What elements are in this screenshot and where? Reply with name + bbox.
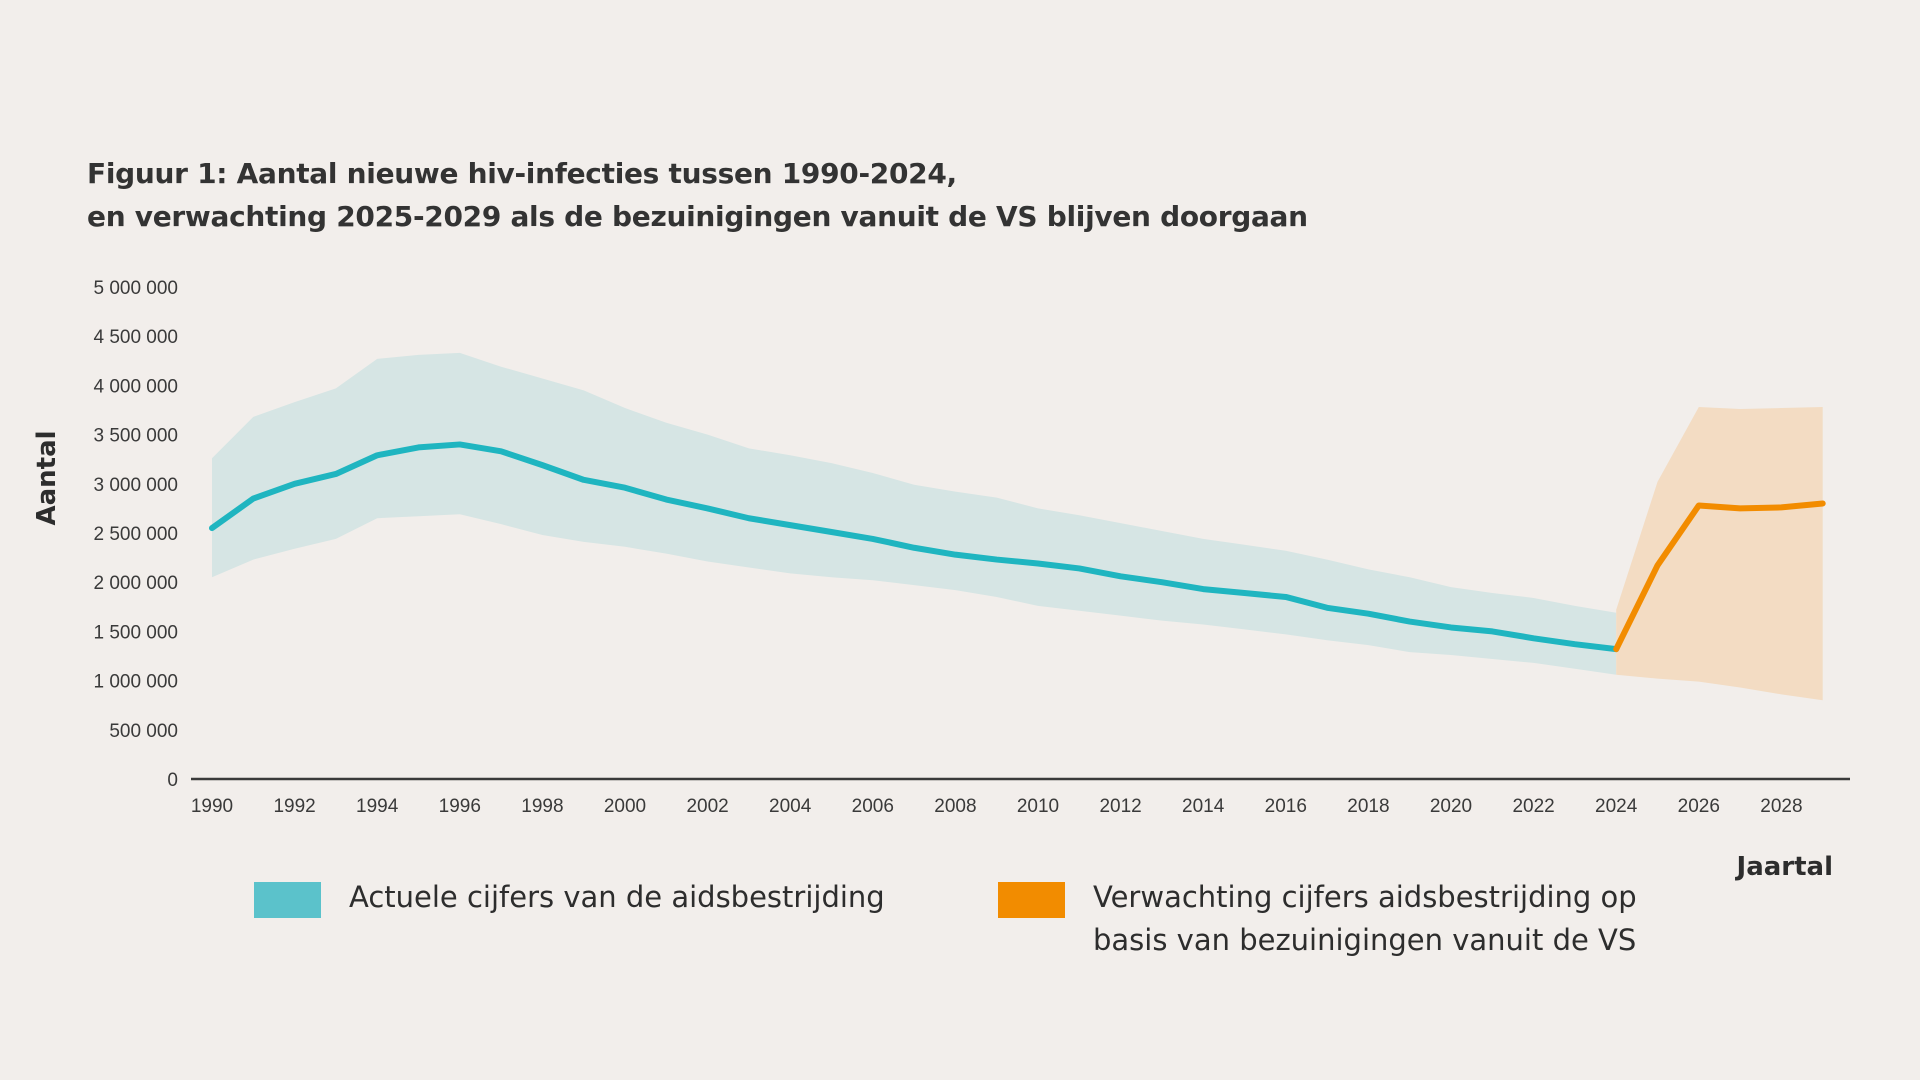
x-tick-label: 2024 [1595,796,1638,817]
x-tick-label: 2006 [852,796,894,817]
legend-swatch-teal [254,882,321,918]
x-tick-label: 2014 [1182,796,1225,817]
chart-title-line-1: Figuur 1: Aantal nieuwe hiv-infecties tu… [87,157,957,190]
x-tick-label: 2012 [1099,796,1141,817]
y-tick-label: 4 500 000 [93,327,178,348]
series-line-forecast [1613,500,1826,653]
y-tick-label: 1 000 000 [93,672,178,693]
x-axis-label: Jaartal [1735,852,1833,882]
x-tick-label: 2018 [1347,796,1389,817]
x-tick-label: 2016 [1265,796,1307,817]
x-tick-label: 1998 [521,796,563,817]
y-tick-label: 0 [167,770,178,791]
x-axis-ticks: 1990 1992 1994 1996 1998 2000 2002 2004 2006 2008… [191,796,1803,817]
y-tick-label: 500 000 [109,721,178,742]
y-tick-label: 3 500 000 [93,426,178,447]
x-tick-label: 1996 [439,796,481,817]
y-tick-label: 2 500 000 [93,524,178,545]
legend-label-forecast-line-2: basis van bezuinigingen vanuit de VS [1093,923,1637,957]
confidence-bands [212,352,1823,701]
x-tick-label: 1994 [356,796,399,817]
chart-title: Figuur 1: Aantal nieuwe hiv-infecties tu… [87,152,1308,238]
chart-subtitle: en verwachting 2025-2029 als de bezuinig… [87,200,1308,233]
y-tick-label: 1 500 000 [93,622,178,643]
y-tick-label: 2 000 000 [93,573,178,594]
legend-label-forecast-line-1: Verwachting cijfers aidsbestrijding op [1093,880,1637,914]
legend-swatch-orange [998,882,1065,918]
x-tick-label: 1990 [191,796,233,817]
y-axis-label: Aantal [32,430,62,525]
legend-label-actual: Actuele cijfers van de aidsbestrijding [349,880,885,914]
x-tick-label: 2000 [604,796,646,817]
series-lines [209,441,1826,653]
x-tick-label: 2028 [1760,796,1802,817]
x-tick-label: 2010 [1017,796,1059,817]
y-tick-label: 3 000 000 [93,475,178,496]
confidence-band-forecast [1616,407,1823,701]
x-tick-label: 2022 [1512,796,1554,817]
y-tick-label: 5 000 000 [93,278,178,299]
x-tick-label: 1992 [273,796,315,817]
x-tick-label: 2026 [1678,796,1720,817]
x-tick-label: 2020 [1430,796,1472,817]
confidence-band-actual [212,352,1617,675]
x-tick-label: 2002 [686,796,728,817]
y-axis-ticks: 0 500 000 1 000 000 1 500 000 2 000 000 2 500… [93,278,178,791]
x-tick-label: 2008 [934,796,976,817]
y-tick-label: 4 000 000 [93,376,178,397]
x-tick-label: 2004 [769,796,812,817]
